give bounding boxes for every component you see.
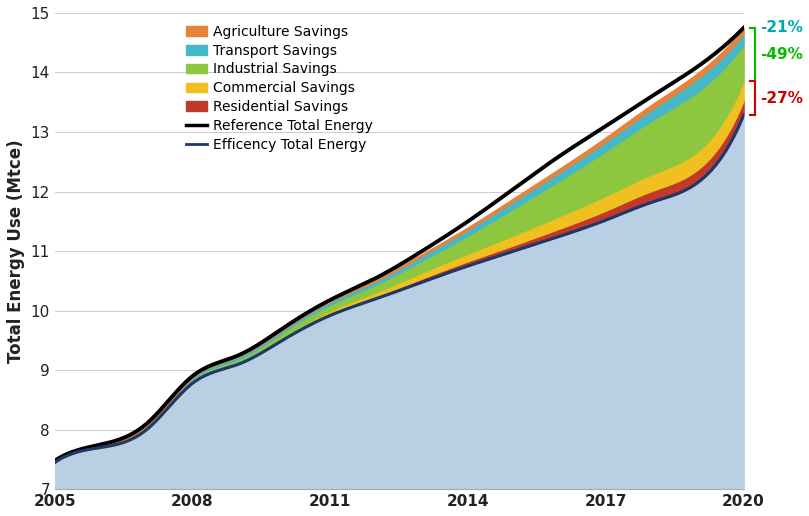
Text: -27%: -27% [760,91,803,106]
Legend: Agriculture Savings, Transport Savings, Industrial Savings, Commercial Savings, : Agriculture Savings, Transport Savings, … [186,25,373,152]
Text: -21%: -21% [760,20,803,35]
Text: -49%: -49% [760,47,803,62]
Y-axis label: Total Energy Use (Mtce): Total Energy Use (Mtce) [7,139,25,363]
